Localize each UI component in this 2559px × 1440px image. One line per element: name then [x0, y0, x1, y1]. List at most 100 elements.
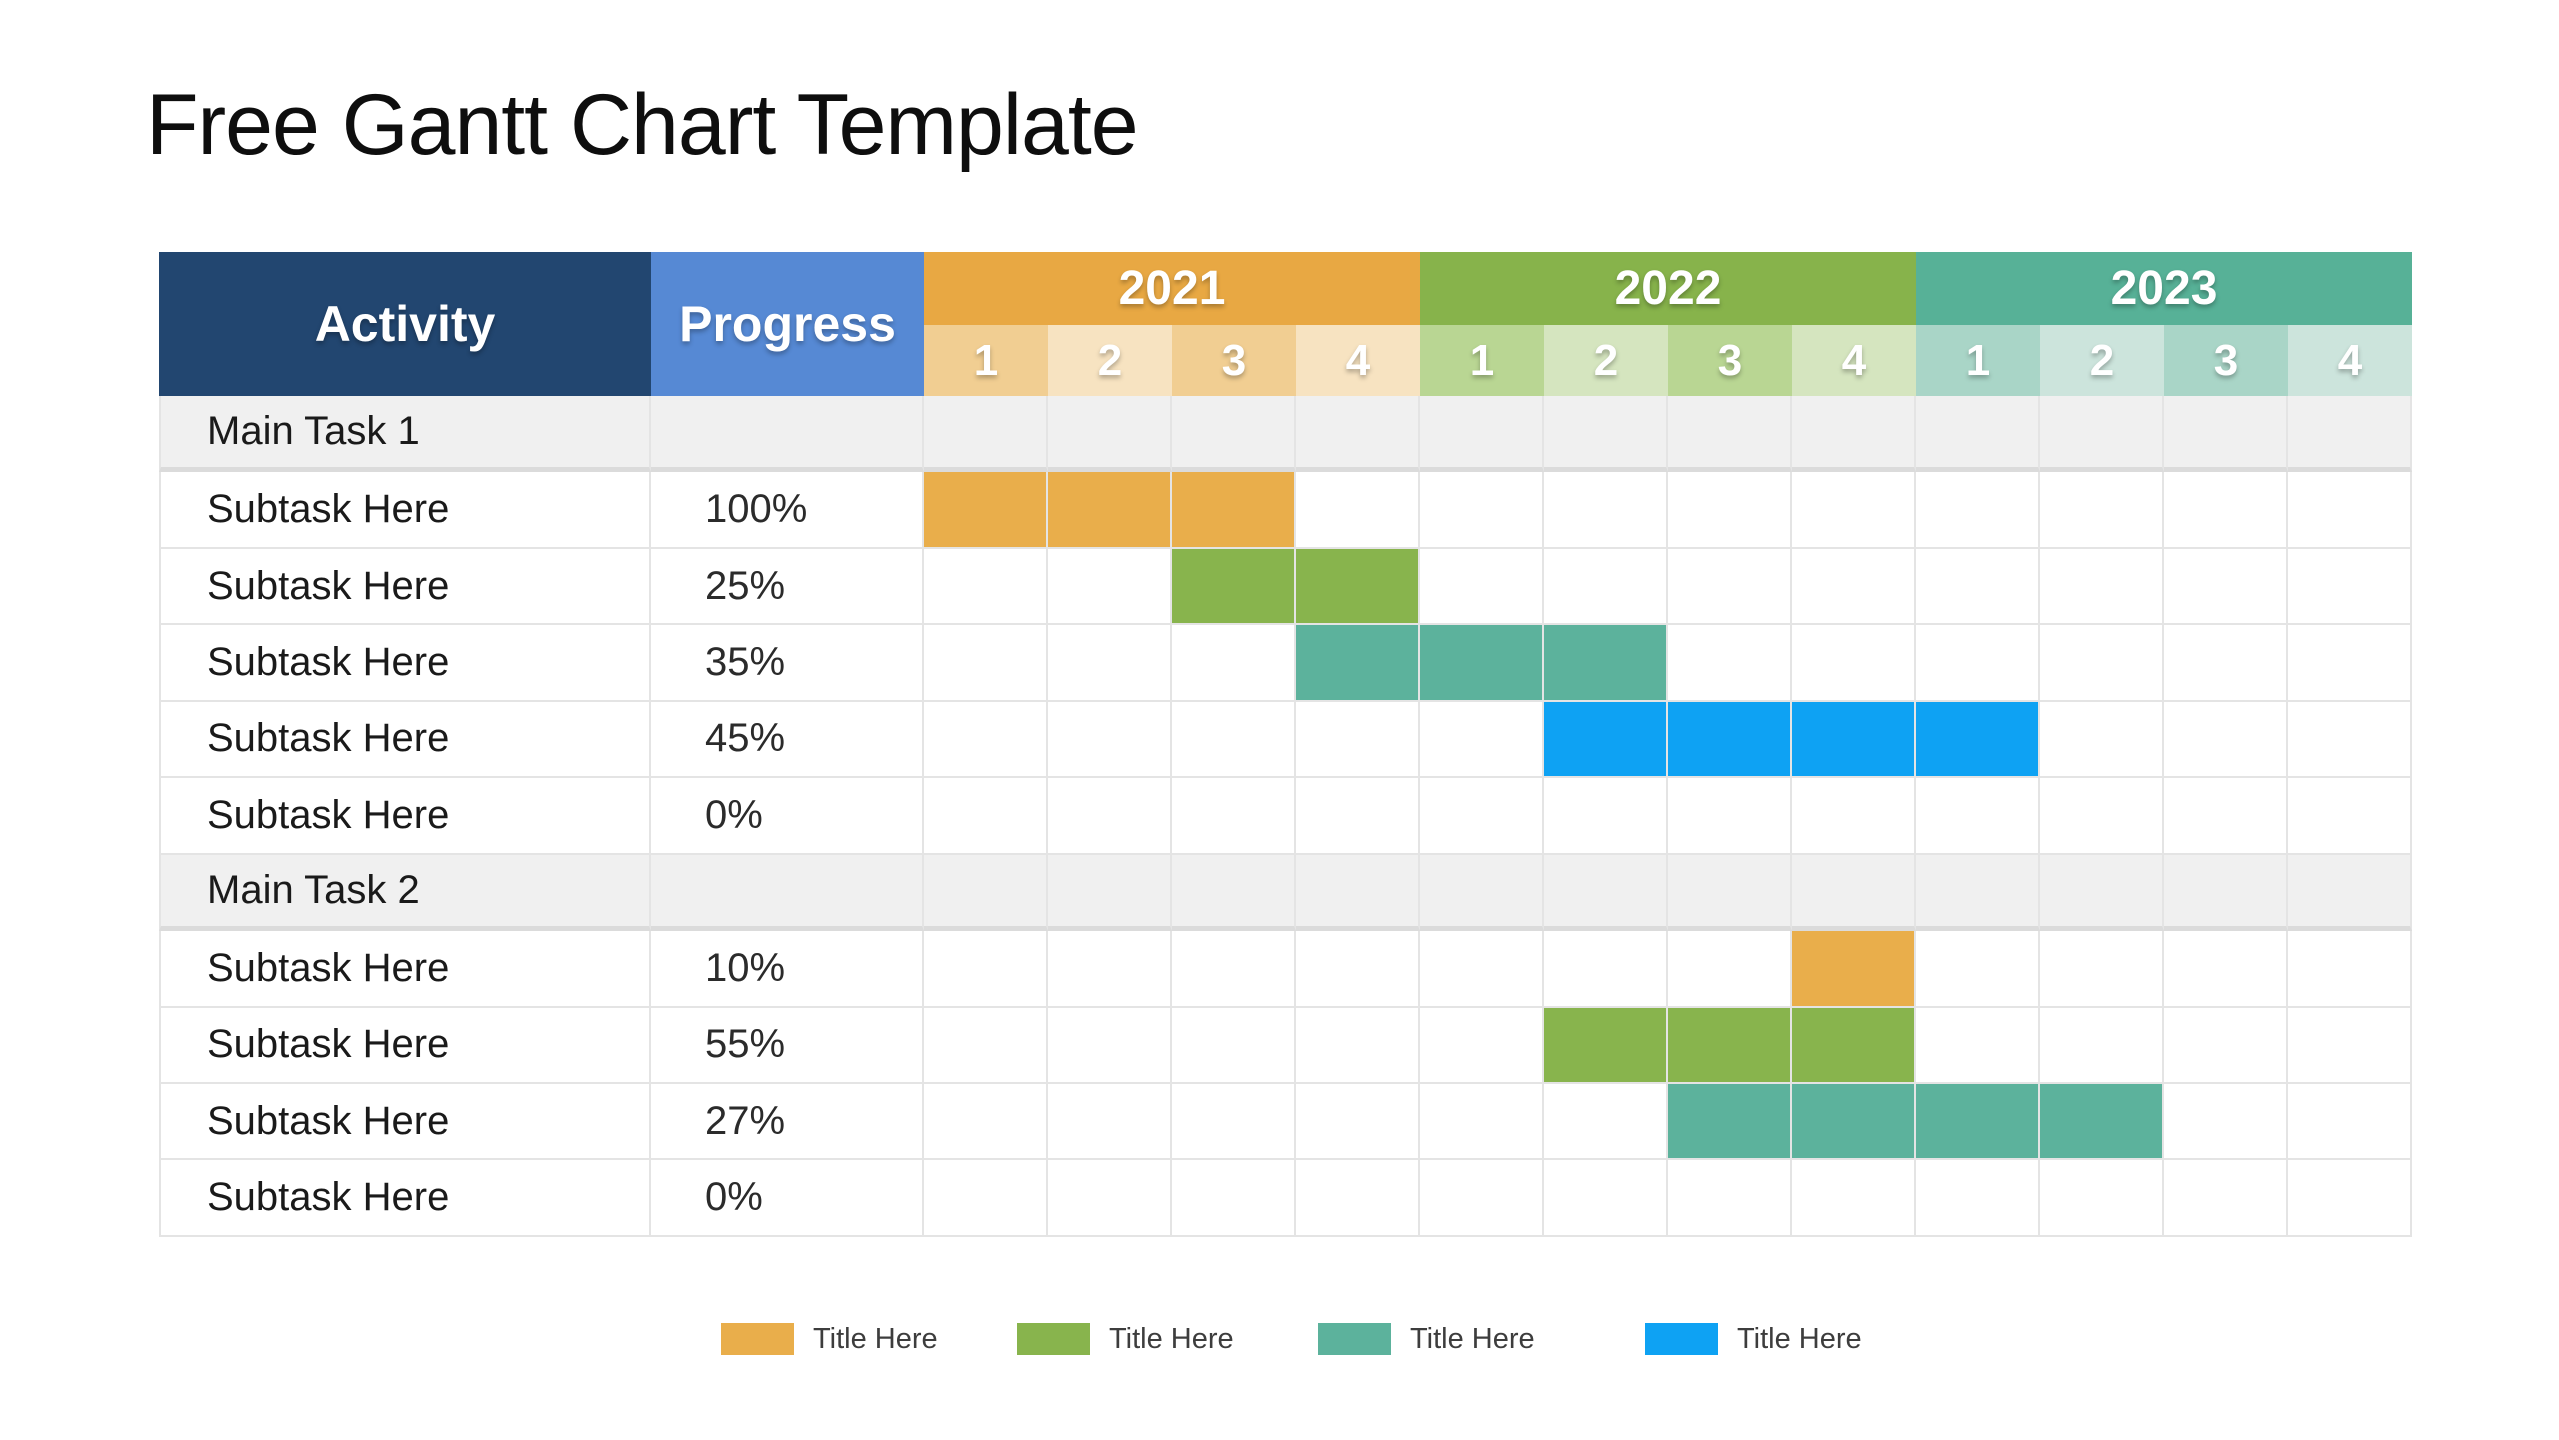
gantt-cell — [1296, 396, 1420, 473]
gantt-cell — [1916, 625, 2040, 702]
gantt-bar-cell — [1792, 1007, 1916, 1084]
gantt-cell — [1420, 548, 1544, 626]
gantt-table: Activity Progress 2021 1 2 3 4 2022 1 2 3 4 2023 1 2… — [159, 252, 2412, 1237]
gantt-cell — [1420, 396, 1544, 473]
gantt-cell — [2164, 854, 2288, 932]
legend-label: Title Here — [1737, 1322, 1862, 1355]
gantt-cell — [1916, 931, 2040, 1008]
gantt-cell — [1792, 1160, 1916, 1237]
gantt-cell — [1668, 778, 1792, 855]
gantt-cell — [1544, 1083, 1668, 1161]
gantt-cell — [1544, 396, 1668, 473]
gantt-cell — [1792, 548, 1916, 626]
legend-label: Title Here — [813, 1322, 938, 1355]
gantt-cell — [1048, 854, 1172, 932]
gantt-cell — [1048, 625, 1172, 702]
gantt-cell — [924, 625, 1048, 702]
task-name-cell: Subtask Here — [159, 1083, 651, 1161]
gantt-cell — [1172, 931, 1296, 1008]
gantt-cell — [2040, 472, 2164, 549]
quarter-header-cell: 1 — [1916, 325, 2040, 396]
gantt-cell — [1048, 701, 1172, 779]
gantt-bar-cell — [1792, 931, 1916, 1008]
gantt-bar-cell — [1544, 625, 1668, 702]
gantt-cell — [2288, 854, 2412, 932]
gantt-cell — [2288, 396, 2412, 473]
gantt-cell — [1172, 854, 1296, 932]
gantt-bar-cell — [1544, 701, 1668, 779]
gantt-cell — [1916, 1007, 2040, 1084]
gantt-cell — [2164, 396, 2288, 473]
legend-label: Title Here — [1410, 1322, 1535, 1355]
page-title: Free Gantt Chart Template — [146, 77, 1139, 173]
gantt-cell — [1296, 931, 1420, 1008]
gantt-cell — [1792, 472, 1916, 549]
gantt-cell — [1420, 931, 1544, 1008]
gantt-cell — [1916, 1160, 2040, 1237]
gantt-cell — [1296, 701, 1420, 779]
legend-item: Title Here — [1017, 1323, 1234, 1355]
gantt-cell — [2040, 1007, 2164, 1084]
legend-item: Title Here — [1645, 1323, 1862, 1355]
gantt-cell — [924, 548, 1048, 626]
gantt-cell — [2164, 778, 2288, 855]
gantt-cell — [2288, 1160, 2412, 1237]
quarter-header-cell: 4 — [1792, 325, 1916, 396]
legend-item: Title Here — [1318, 1323, 1535, 1355]
legend-item: Title Here — [721, 1323, 938, 1355]
gantt-cell — [2288, 931, 2412, 1008]
legend-swatch — [1645, 1323, 1718, 1355]
gantt-cell — [1420, 1160, 1544, 1237]
gantt-cell — [1792, 854, 1916, 932]
gantt-bar-cell — [1792, 1083, 1916, 1161]
gantt-cell — [1916, 472, 2040, 549]
gantt-cell — [2164, 548, 2288, 626]
gantt-cell — [1048, 931, 1172, 1008]
gantt-cell — [924, 701, 1048, 779]
activity-column-header: Activity — [159, 252, 651, 396]
gantt-bar-cell — [1296, 548, 1420, 626]
gantt-bar-cell — [1544, 1007, 1668, 1084]
year-header-2022: 2022 — [1420, 252, 1916, 325]
gantt-bar-cell — [1420, 625, 1544, 702]
gantt-cell — [1172, 1007, 1296, 1084]
gantt-cell — [1048, 778, 1172, 855]
task-name-cell: Subtask Here — [159, 1007, 651, 1084]
gantt-cell — [2040, 701, 2164, 779]
gantt-cell — [1544, 931, 1668, 1008]
gantt-cell — [1668, 854, 1792, 932]
gantt-cell — [1668, 396, 1792, 473]
quarter-header-cell: 2 — [1544, 325, 1668, 396]
gantt-cell — [1172, 396, 1296, 473]
gantt-cell — [2288, 778, 2412, 855]
progress-cell: 0% — [651, 778, 924, 855]
gantt-cell — [924, 1083, 1048, 1161]
gantt-cell — [1048, 548, 1172, 626]
year-header-2023: 2023 — [1916, 252, 2412, 325]
gantt-cell — [1420, 701, 1544, 779]
gantt-cell — [2164, 625, 2288, 702]
gantt-cell — [1172, 1160, 1296, 1237]
progress-cell: 0% — [651, 1160, 924, 1237]
quarter-header-cell: 1 — [924, 325, 1048, 396]
gantt-bar-cell — [1048, 472, 1172, 549]
gantt-cell — [1668, 625, 1792, 702]
year-header-2021: 2021 — [924, 252, 1420, 325]
gantt-cell — [1172, 701, 1296, 779]
quarter-header-cell: 3 — [1668, 325, 1792, 396]
gantt-cell — [1420, 472, 1544, 549]
gantt-cell — [924, 1007, 1048, 1084]
gantt-cell — [1420, 778, 1544, 855]
progress-column-header: Progress — [651, 252, 924, 396]
gantt-cell — [1916, 778, 2040, 855]
gantt-bar-cell — [1172, 472, 1296, 549]
gantt-cell — [2040, 625, 2164, 702]
gantt-cell — [2164, 1007, 2288, 1084]
gantt-bar-cell — [1668, 701, 1792, 779]
progress-cell: 25% — [651, 548, 924, 626]
gantt-bar-cell — [1172, 548, 1296, 626]
progress-cell — [651, 854, 924, 932]
gantt-cell — [1668, 1160, 1792, 1237]
gantt-bar-cell — [1916, 1083, 2040, 1161]
gantt-cell — [2288, 548, 2412, 626]
